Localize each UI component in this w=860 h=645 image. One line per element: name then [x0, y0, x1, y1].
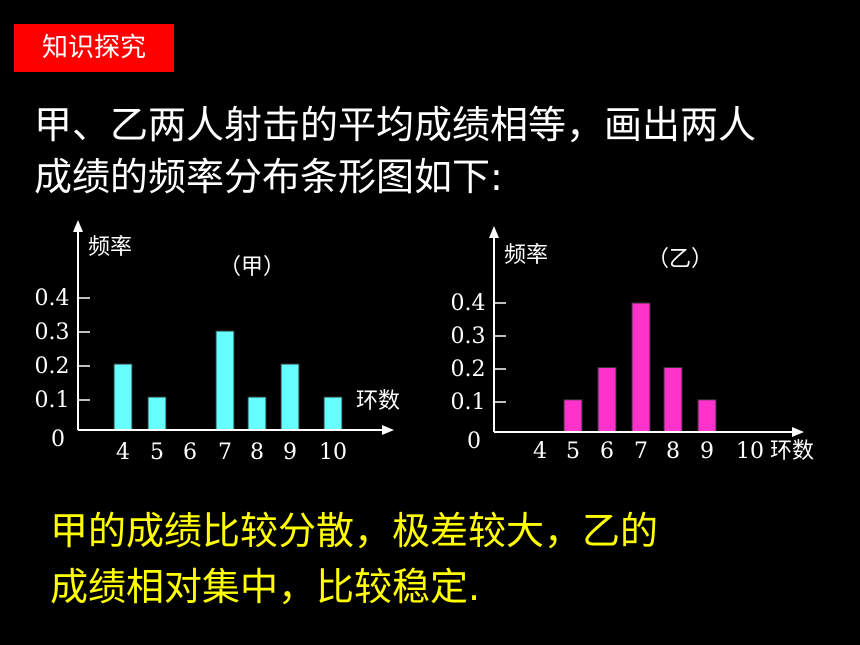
chart2-bar-6: [597, 367, 617, 433]
chart2-y-tick-label-0.3: 0.3: [451, 324, 486, 349]
chart2-y-tick-label-0.2: 0.2: [451, 357, 486, 382]
chart1-x-tick-label-4: 4: [116, 440, 130, 465]
chart1-origin-label: 0: [51, 427, 65, 452]
chart1-x-tick-label-8: 8: [250, 440, 264, 465]
chart2-y-axis-label: 频率: [504, 243, 548, 268]
chart2-y-axis-arrow: [489, 226, 499, 238]
chart2-x-tick-label-8: 8: [666, 439, 680, 464]
chart1-bar-5: [147, 396, 167, 431]
chart2-y-tick-label-0.1: 0.1: [451, 390, 486, 415]
chart2-bar-9: [697, 399, 717, 433]
chart1-y-tick-label-0.1: 0.1: [35, 388, 70, 413]
chart1-x-axis-arrow: [382, 425, 394, 435]
chart2-x-tick-label-7: 7: [634, 439, 648, 464]
chart1-y-tick-label-0.4: 0.4: [35, 286, 70, 311]
chart2-x-tick-label-10: 10: [736, 439, 764, 464]
chart2-x-axis-label: 环数: [770, 439, 814, 464]
chart2-x-tick-label-9: 9: [700, 439, 714, 464]
chart1-x-tick-label-10: 10: [319, 440, 347, 465]
chart2-bar-5: [563, 399, 583, 433]
chart1-y-tick-label-0.2: 0.2: [35, 354, 70, 379]
conclusion-line-2: 成绩相对集中，比较稳定.: [50, 565, 481, 609]
chart1-bar-4: [113, 363, 133, 431]
chart2-y-tick-label-0.4: 0.4: [451, 291, 486, 316]
chart1-x-axis-label: 环数: [356, 389, 400, 414]
chart2-origin-label: 0: [467, 429, 481, 454]
chart2-bar-7: [631, 302, 651, 433]
chart2-bar-8: [663, 367, 683, 433]
chart1-x-tick-label-6: 6: [183, 440, 197, 465]
chart2-x-axis-arrow: [792, 427, 804, 437]
chart1-bar-7: [215, 330, 235, 431]
chart1-x-tick-label-9: 9: [283, 440, 297, 465]
conclusion-line-1: 甲的成绩比较分散，极差较大，乙的: [50, 509, 659, 553]
chart1-bar-10: [323, 396, 343, 431]
chart1-y-axis-arrow: [73, 220, 83, 232]
chart2-x-tick-label-5: 5: [566, 439, 580, 464]
chart2-x-tick-label-6: 6: [600, 439, 614, 464]
chart1-y-axis-label: 频率: [88, 235, 132, 260]
chart1-bar-8: [247, 396, 267, 431]
intro-line-2: 成绩的频率分布条形图如下:: [34, 155, 503, 199]
chart1-title: （甲）: [219, 255, 285, 280]
section-tag: 知识探究: [14, 24, 174, 72]
chart1-x-tick-label-5: 5: [150, 440, 164, 465]
intro-line-1: 甲、乙两人射击的平均成绩相等，画出两人: [34, 103, 757, 147]
chart2-x-tick-label-4: 4: [533, 439, 547, 464]
chart1-bar-9: [280, 363, 300, 431]
chart1-x-tick-label-7: 7: [218, 440, 232, 465]
chart2-title: （乙）: [647, 247, 713, 272]
chart1-y-tick-label-0.3: 0.3: [35, 320, 70, 345]
